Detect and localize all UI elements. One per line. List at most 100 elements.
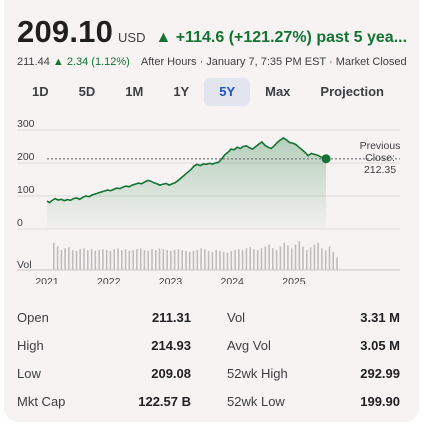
volume-bar bbox=[192, 251, 195, 270]
volume-bar bbox=[147, 251, 149, 270]
after-hours-price: 211.44 bbox=[17, 56, 50, 68]
stat-row: Low 209.08 52wk High 292.99 bbox=[17, 359, 400, 387]
volume-bar bbox=[188, 251, 191, 270]
volume-bar bbox=[79, 249, 81, 270]
volume-bar bbox=[324, 250, 327, 270]
volume-bar bbox=[128, 251, 131, 270]
last-price-dot bbox=[321, 154, 331, 164]
volume-bar bbox=[332, 251, 334, 270]
y-tick-label: 100 bbox=[17, 184, 35, 196]
after-hours-row: 211.44 ▲ 2.34 (1.12%) After Hours · Janu… bbox=[17, 56, 407, 68]
tab-5d[interactable]: 5D bbox=[78, 84, 96, 99]
volume-bar bbox=[71, 250, 74, 270]
volume-bar bbox=[68, 247, 70, 270]
volume-bar bbox=[222, 251, 225, 270]
price-header: 209.10 USD ▲ +114.6 (+121.27%) past 5 ye… bbox=[17, 14, 417, 50]
stat-value-52wk-high: 292.99 bbox=[360, 365, 400, 381]
volume-bar bbox=[260, 248, 263, 271]
volume-bar bbox=[98, 250, 100, 270]
tab-1y[interactable]: 1Y bbox=[173, 84, 190, 99]
volume-bar bbox=[113, 249, 115, 270]
stock-quote-card: 209.10 USD ▲ +114.6 (+121.27%) past 5 ye… bbox=[4, 0, 419, 422]
stat-label-low: Low bbox=[17, 365, 41, 381]
stat-label-avg-vol: Avg Vol bbox=[227, 337, 271, 353]
stat-label-open: Open bbox=[17, 309, 49, 325]
volume-bar bbox=[143, 250, 146, 270]
price-chart[interactable]: 0 100 200 300 Previous Close: 212.35 Vol 20… bbox=[4, 118, 419, 284]
volume-bar bbox=[238, 249, 240, 270]
volume-bar bbox=[306, 250, 308, 270]
volume-bar bbox=[230, 251, 233, 270]
range-tabs: 1D 5D 1M 1Y 5Y Max Projection bbox=[17, 78, 399, 106]
volume-bar bbox=[181, 250, 183, 270]
previous-close-value: 212.35 bbox=[364, 164, 396, 176]
stat-value-mkt-cap: 122.57 B bbox=[138, 393, 191, 409]
volume-bar bbox=[132, 250, 134, 270]
stat-value-vol: 3.31 M bbox=[360, 309, 400, 325]
volume-bar bbox=[317, 242, 319, 270]
volume-bar bbox=[211, 251, 214, 270]
volume-bar bbox=[279, 246, 282, 270]
x-tick-label: 2024 bbox=[221, 276, 245, 284]
stat-row: Mkt Cap 122.57 B 52wk Low 199.90 bbox=[17, 387, 400, 415]
stat-label-vol: Vol bbox=[227, 309, 246, 325]
volume-bar bbox=[196, 250, 199, 270]
x-tick-label: 2023 bbox=[159, 276, 183, 284]
volume-bar bbox=[139, 248, 142, 271]
volume-bar bbox=[328, 246, 331, 270]
volume-bar bbox=[268, 244, 270, 270]
volume-bar bbox=[219, 251, 221, 270]
volume-bar bbox=[226, 252, 229, 270]
volume-bar bbox=[302, 246, 304, 270]
volume-bar bbox=[215, 250, 217, 270]
volume-bar bbox=[124, 249, 127, 270]
y-tick-label: 0 bbox=[17, 217, 23, 229]
stat-value-avg-vol: 3.05 M bbox=[360, 337, 400, 353]
price-change: ▲ +114.6 (+121.27%) past 5 yea... bbox=[155, 29, 408, 46]
stat-label-52wk-high: 52wk High bbox=[227, 365, 288, 381]
volume-bar bbox=[75, 251, 78, 270]
volume-bar bbox=[272, 248, 274, 271]
volume-bar bbox=[264, 246, 267, 270]
price-line bbox=[46, 136, 327, 204]
x-tick-label: 2021 bbox=[35, 276, 59, 284]
tab-1m[interactable]: 1M bbox=[125, 84, 144, 99]
volume-bar bbox=[155, 250, 157, 270]
volume-bar bbox=[56, 246, 59, 270]
volume-bar bbox=[200, 248, 202, 271]
volume-bar bbox=[204, 249, 206, 270]
volume-bar bbox=[87, 250, 89, 270]
volume-bar bbox=[234, 250, 236, 270]
tab-max[interactable]: Max bbox=[265, 84, 291, 99]
volume-bar bbox=[321, 248, 323, 271]
previous-close-label-2: Close: bbox=[365, 152, 395, 164]
volume-label: Vol bbox=[17, 259, 32, 271]
stat-value-low: 209.08 bbox=[151, 365, 191, 381]
price-area-fill bbox=[47, 137, 327, 229]
stat-value-high: 214.93 bbox=[151, 337, 191, 353]
volume-bar bbox=[60, 250, 63, 270]
volume-bar bbox=[166, 250, 168, 270]
volume-bar bbox=[173, 250, 176, 270]
volume-bar bbox=[207, 251, 210, 270]
volume-bar bbox=[253, 249, 255, 270]
volume-bar bbox=[290, 248, 293, 271]
volume-bar bbox=[249, 247, 251, 270]
tab-1d[interactable]: 1D bbox=[32, 84, 49, 99]
volume-bar bbox=[287, 245, 289, 270]
volume-bar bbox=[102, 249, 104, 270]
volume-bar bbox=[105, 250, 108, 270]
volume-bar bbox=[121, 250, 123, 270]
stat-row: High 214.93 Avg Vol 3.05 M bbox=[17, 331, 400, 359]
volume-bar bbox=[109, 251, 112, 270]
tab-5y[interactable]: 5Y bbox=[204, 78, 251, 106]
volume-bar bbox=[136, 249, 138, 270]
volume-bar bbox=[94, 251, 97, 270]
volume-bar bbox=[90, 249, 93, 270]
volume-bar bbox=[309, 247, 312, 270]
volume-bar bbox=[64, 248, 66, 271]
after-hours-change: ▲ 2.34 (1.12%) bbox=[52, 56, 130, 68]
tab-projection[interactable]: Projection bbox=[320, 84, 384, 99]
y-tick-label: 200 bbox=[17, 151, 35, 163]
currency-label: USD bbox=[118, 30, 146, 45]
